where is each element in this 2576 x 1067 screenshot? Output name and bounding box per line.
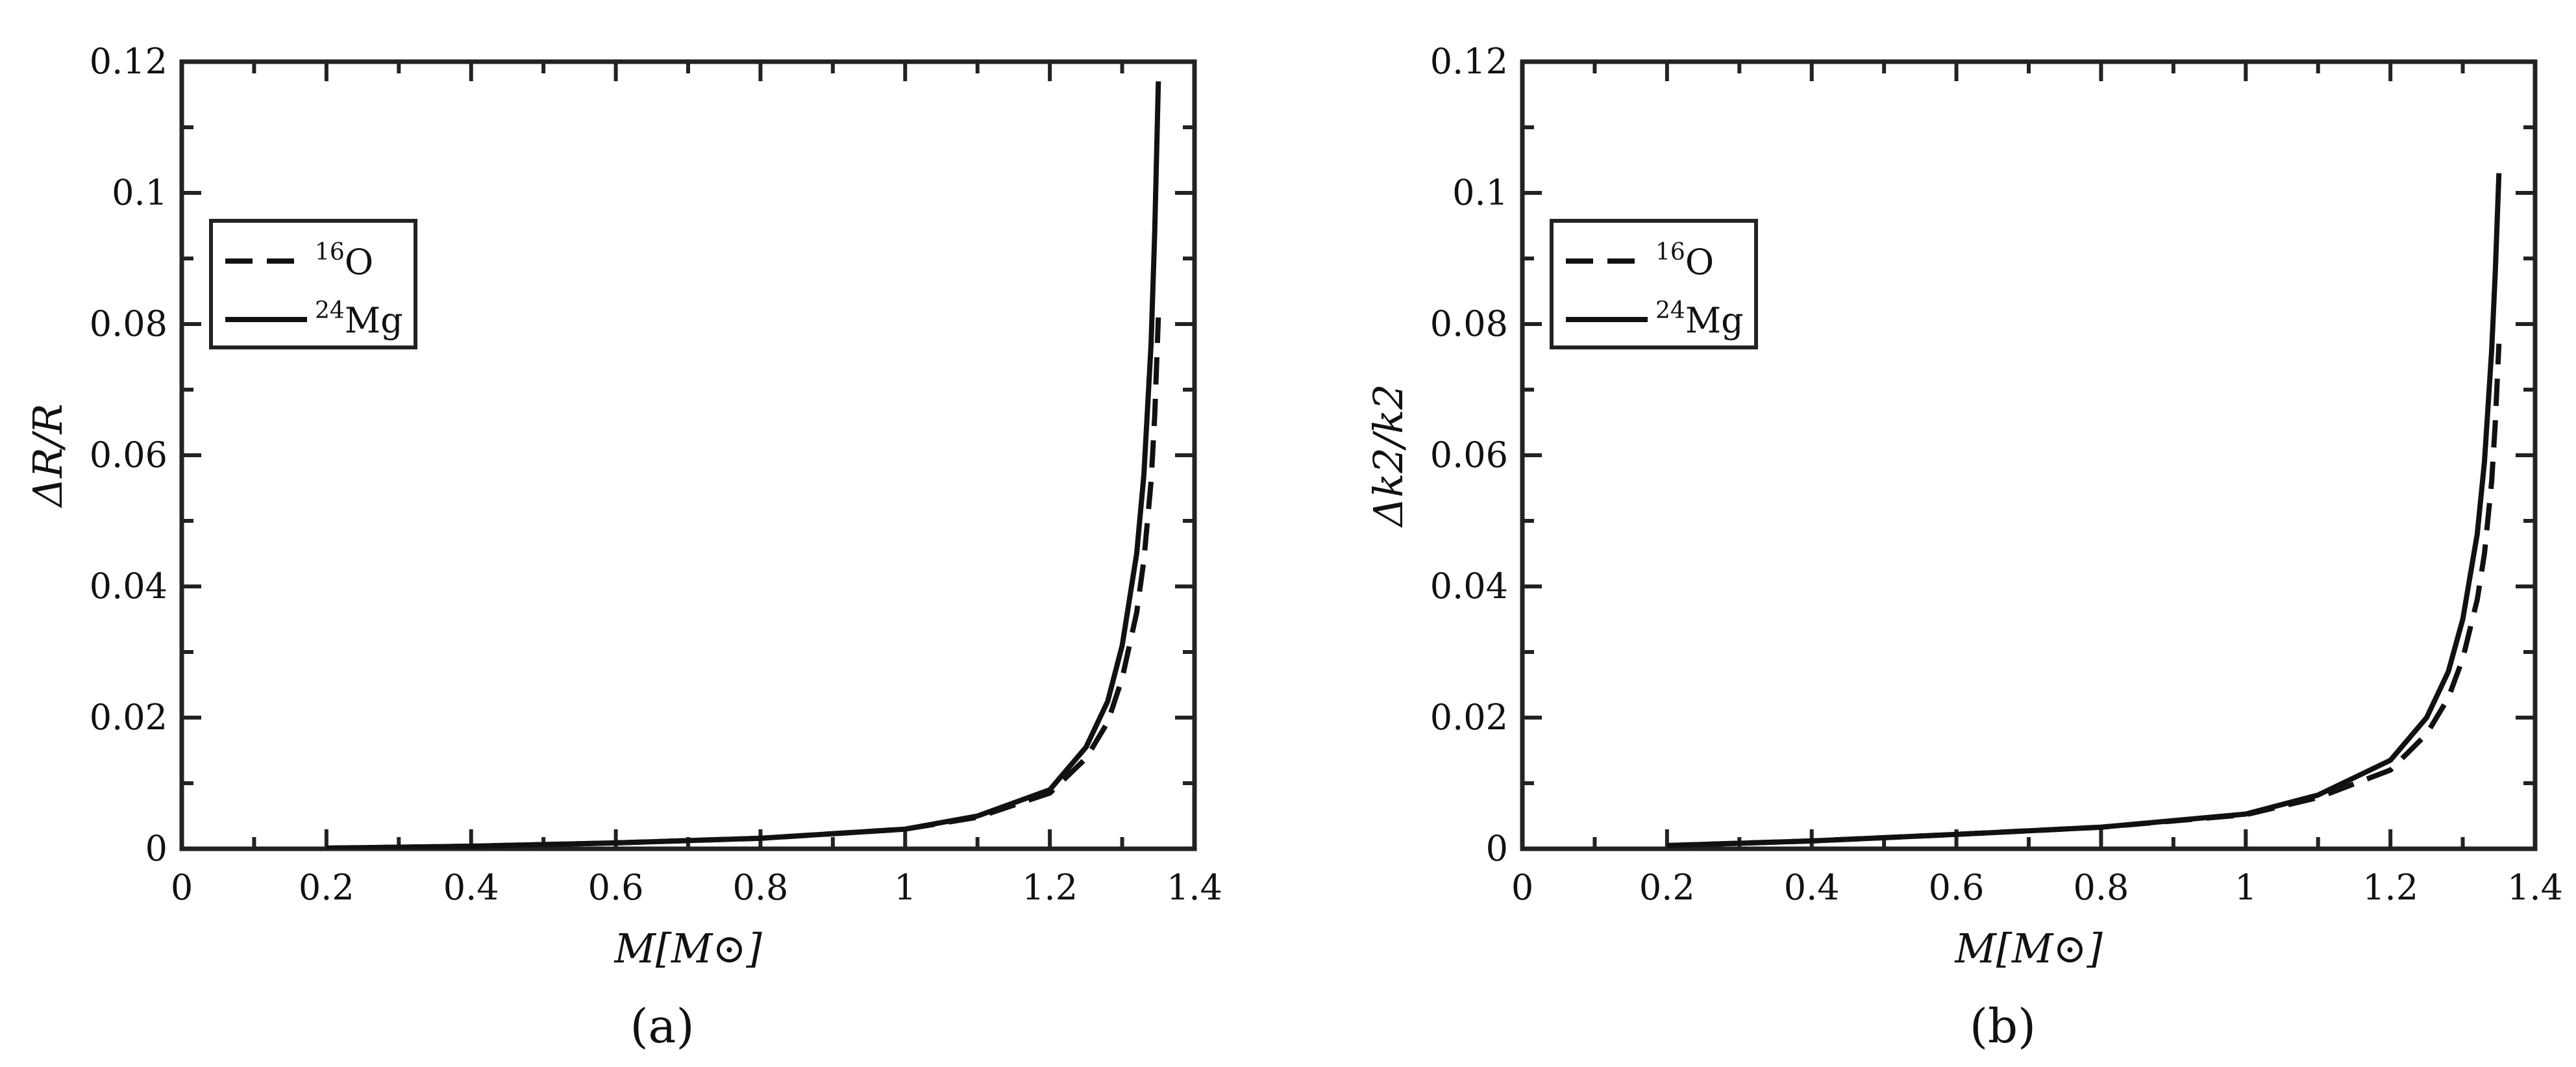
y-tick-label: 0 [1486,828,1508,869]
x-tick-label: 0.8 [732,867,788,908]
x-axis-title: M[M⊙] [1954,925,2103,972]
chart-panel-b: 0 0.2 0.4 0.6 0.8 1 1.2 1.4 0 0.02 0.04 0.06 0.08 0.1… [1365,41,2563,1053]
y-tick-label: 0.06 [1430,434,1508,475]
y-axis-title: ΔR/R [24,403,71,508]
x-tick-label: 1.2 [1022,867,1078,908]
legend-label-base: O [345,242,373,282]
y-tick-label: 0.1 [112,172,167,213]
x-tick-label: 0.6 [588,867,644,908]
x-tick-label: 0.4 [1784,867,1840,908]
x-tick-label: 0.8 [2073,867,2129,908]
x-tick-label: 1.4 [2507,867,2563,908]
x-tick-label: 1 [2235,867,2257,908]
legend-label-16o: 16O [1655,239,1714,282]
x-tick-label: 1.4 [1167,867,1222,908]
series-line-24mg [1666,173,2502,848]
panel-label: (a) [630,999,694,1053]
legend-label-24mg: 24Mg [1655,297,1744,341]
y-tick-label: 0.02 [1430,697,1508,738]
legend-label-24mg: 24Mg [315,297,403,341]
x-tick-label: 0 [1511,867,1533,908]
series-line-16o [326,317,1161,849]
legend-label-superscript: 16 [1655,239,1685,266]
legend-label-base: Mg [345,300,403,341]
y-tick-label: 0.1 [1452,172,1508,213]
y-tick-label: 0.12 [90,41,167,82]
legend-box [209,219,417,349]
legend-label-base: Mg [1685,300,1744,341]
y-tick-label: 0.06 [90,434,167,475]
y-axis-title: Δk2/k2 [1365,384,1412,528]
x-tick-label: 1.2 [2362,867,2418,908]
y-tick-label: 0.02 [90,697,167,738]
x-tick-label: 0.4 [443,867,499,908]
y-tick-label: 0 [145,828,167,869]
legend-label-superscript: 24 [315,297,345,324]
x-tick-label: 1 [894,867,916,908]
y-tick-label: 0.08 [1430,303,1508,344]
legend-label-16o: 16O [315,239,373,282]
chart-panel-a: 0 0.2 0.4 0.6 0.8 1 1.2 1.4 0 0.02 0.04 0.06 0.08 0.1… [24,41,1222,1053]
x-axis-title: M[M⊙] [613,925,762,972]
y-tick-label: 0.04 [1430,566,1508,607]
x-tick-label: 0.2 [1639,867,1695,908]
legend-label-superscript: 16 [315,239,345,266]
y-tick-label: 0.12 [1430,41,1508,82]
legend-box [1550,219,1758,349]
plot-frame [1520,59,2538,851]
series-line-24mg [326,81,1161,849]
x-tick-label: 0 [171,867,193,908]
panel-label: (b) [1970,999,2036,1053]
legend-label-superscript: 24 [1655,297,1685,324]
x-tick-label: 0.6 [1929,867,1985,908]
legend-label-base: O [1685,242,1714,282]
plot-frame [179,59,1197,851]
y-tick-label: 0.04 [90,566,167,607]
y-tick-label: 0.08 [90,303,167,344]
x-tick-label: 0.2 [299,867,354,908]
